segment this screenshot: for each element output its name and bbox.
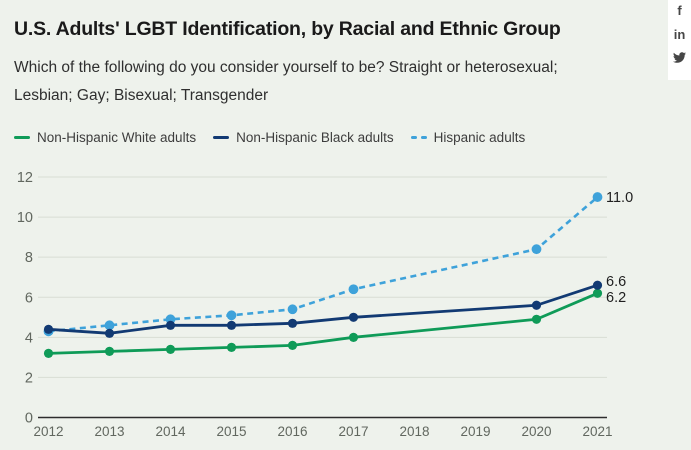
data-point — [104, 320, 115, 331]
x-tick-label: 2018 — [399, 424, 429, 439]
solid-line-swatch — [213, 136, 230, 139]
y-tick-label: 6 — [25, 290, 33, 306]
x-tick-label: 2013 — [94, 424, 124, 439]
data-point — [592, 288, 603, 298]
share-toolbar: f in — [668, 0, 691, 80]
legend-item[interactable]: Hispanic adults — [410, 130, 526, 145]
chart-subtitle: Which of the following do you consider y… — [14, 59, 558, 104]
data-point — [104, 346, 115, 356]
line-chart: 0 2 4 6 8 10 12 2012 2013 2014 2015 2016 2017 2018 201… — [0, 165, 691, 450]
data-point — [43, 324, 54, 334]
series-end-label: 6.6 — [606, 274, 626, 290]
data-point — [287, 318, 298, 328]
dashed-line-swatch — [410, 136, 427, 139]
page-title: U.S. Adults' LGBT Identification, by Rac… — [14, 18, 561, 40]
series-line — [48, 283, 598, 335]
y-tick-label: 4 — [25, 330, 33, 346]
legend-item[interactable]: Non-Hispanic Black adults — [213, 130, 394, 145]
facebook-icon[interactable]: f — [677, 3, 682, 18]
data-point — [348, 284, 359, 295]
series-end-label: 6.2 — [606, 290, 626, 306]
y-tick-label: 2 — [25, 370, 33, 386]
data-point — [165, 320, 176, 330]
x-tick-label: 2021 — [582, 424, 612, 439]
legend-item-label: Hispanic adults — [433, 130, 526, 145]
data-point — [348, 312, 359, 322]
data-point — [104, 328, 115, 338]
data-point — [348, 332, 359, 342]
legend-item-label: Non-Hispanic Black adults — [236, 130, 394, 145]
data-point — [226, 342, 237, 352]
y-tick-label: 8 — [25, 250, 33, 266]
series-line — [48, 196, 599, 333]
chart-svg: 0 2 4 6 8 10 12 2012 2013 2014 2015 2016 2017 2018 201… — [17, 170, 633, 439]
data-point — [592, 192, 603, 202]
legend-item-label: Non-Hispanic White adults — [37, 130, 197, 145]
data-point — [43, 348, 54, 358]
data-point — [531, 244, 542, 255]
y-tick-label: 12 — [17, 170, 33, 186]
x-tick-label: 2020 — [521, 424, 551, 439]
series-line — [48, 292, 599, 355]
x-tick-label: 2016 — [277, 424, 307, 439]
data-point — [226, 320, 237, 330]
linkedin-icon[interactable]: in — [673, 27, 686, 42]
x-tick-label: 2017 — [338, 424, 368, 439]
data-point — [592, 280, 603, 290]
series-end-label: 11.0 — [606, 190, 633, 206]
x-tick-label: 2019 — [460, 424, 490, 439]
data-point — [531, 300, 542, 310]
y-tick-label: 10 — [17, 210, 33, 226]
data-point — [287, 340, 298, 350]
twitter-icon[interactable] — [668, 51, 691, 64]
data-point — [287, 304, 298, 315]
x-tick-label: 2014 — [155, 424, 186, 439]
chart-legend: Non-Hispanic White adults Non-Hispanic Bl… — [14, 130, 525, 145]
solid-line-swatch — [14, 136, 30, 139]
y-tick-label: 0 — [25, 411, 33, 427]
data-point — [226, 310, 237, 321]
x-tick-label: 2012 — [33, 424, 63, 439]
x-tick-label: 2015 — [216, 424, 246, 439]
legend-item[interactable]: Non-Hispanic White adults — [14, 130, 196, 145]
data-point — [531, 314, 542, 324]
data-point — [165, 344, 176, 354]
